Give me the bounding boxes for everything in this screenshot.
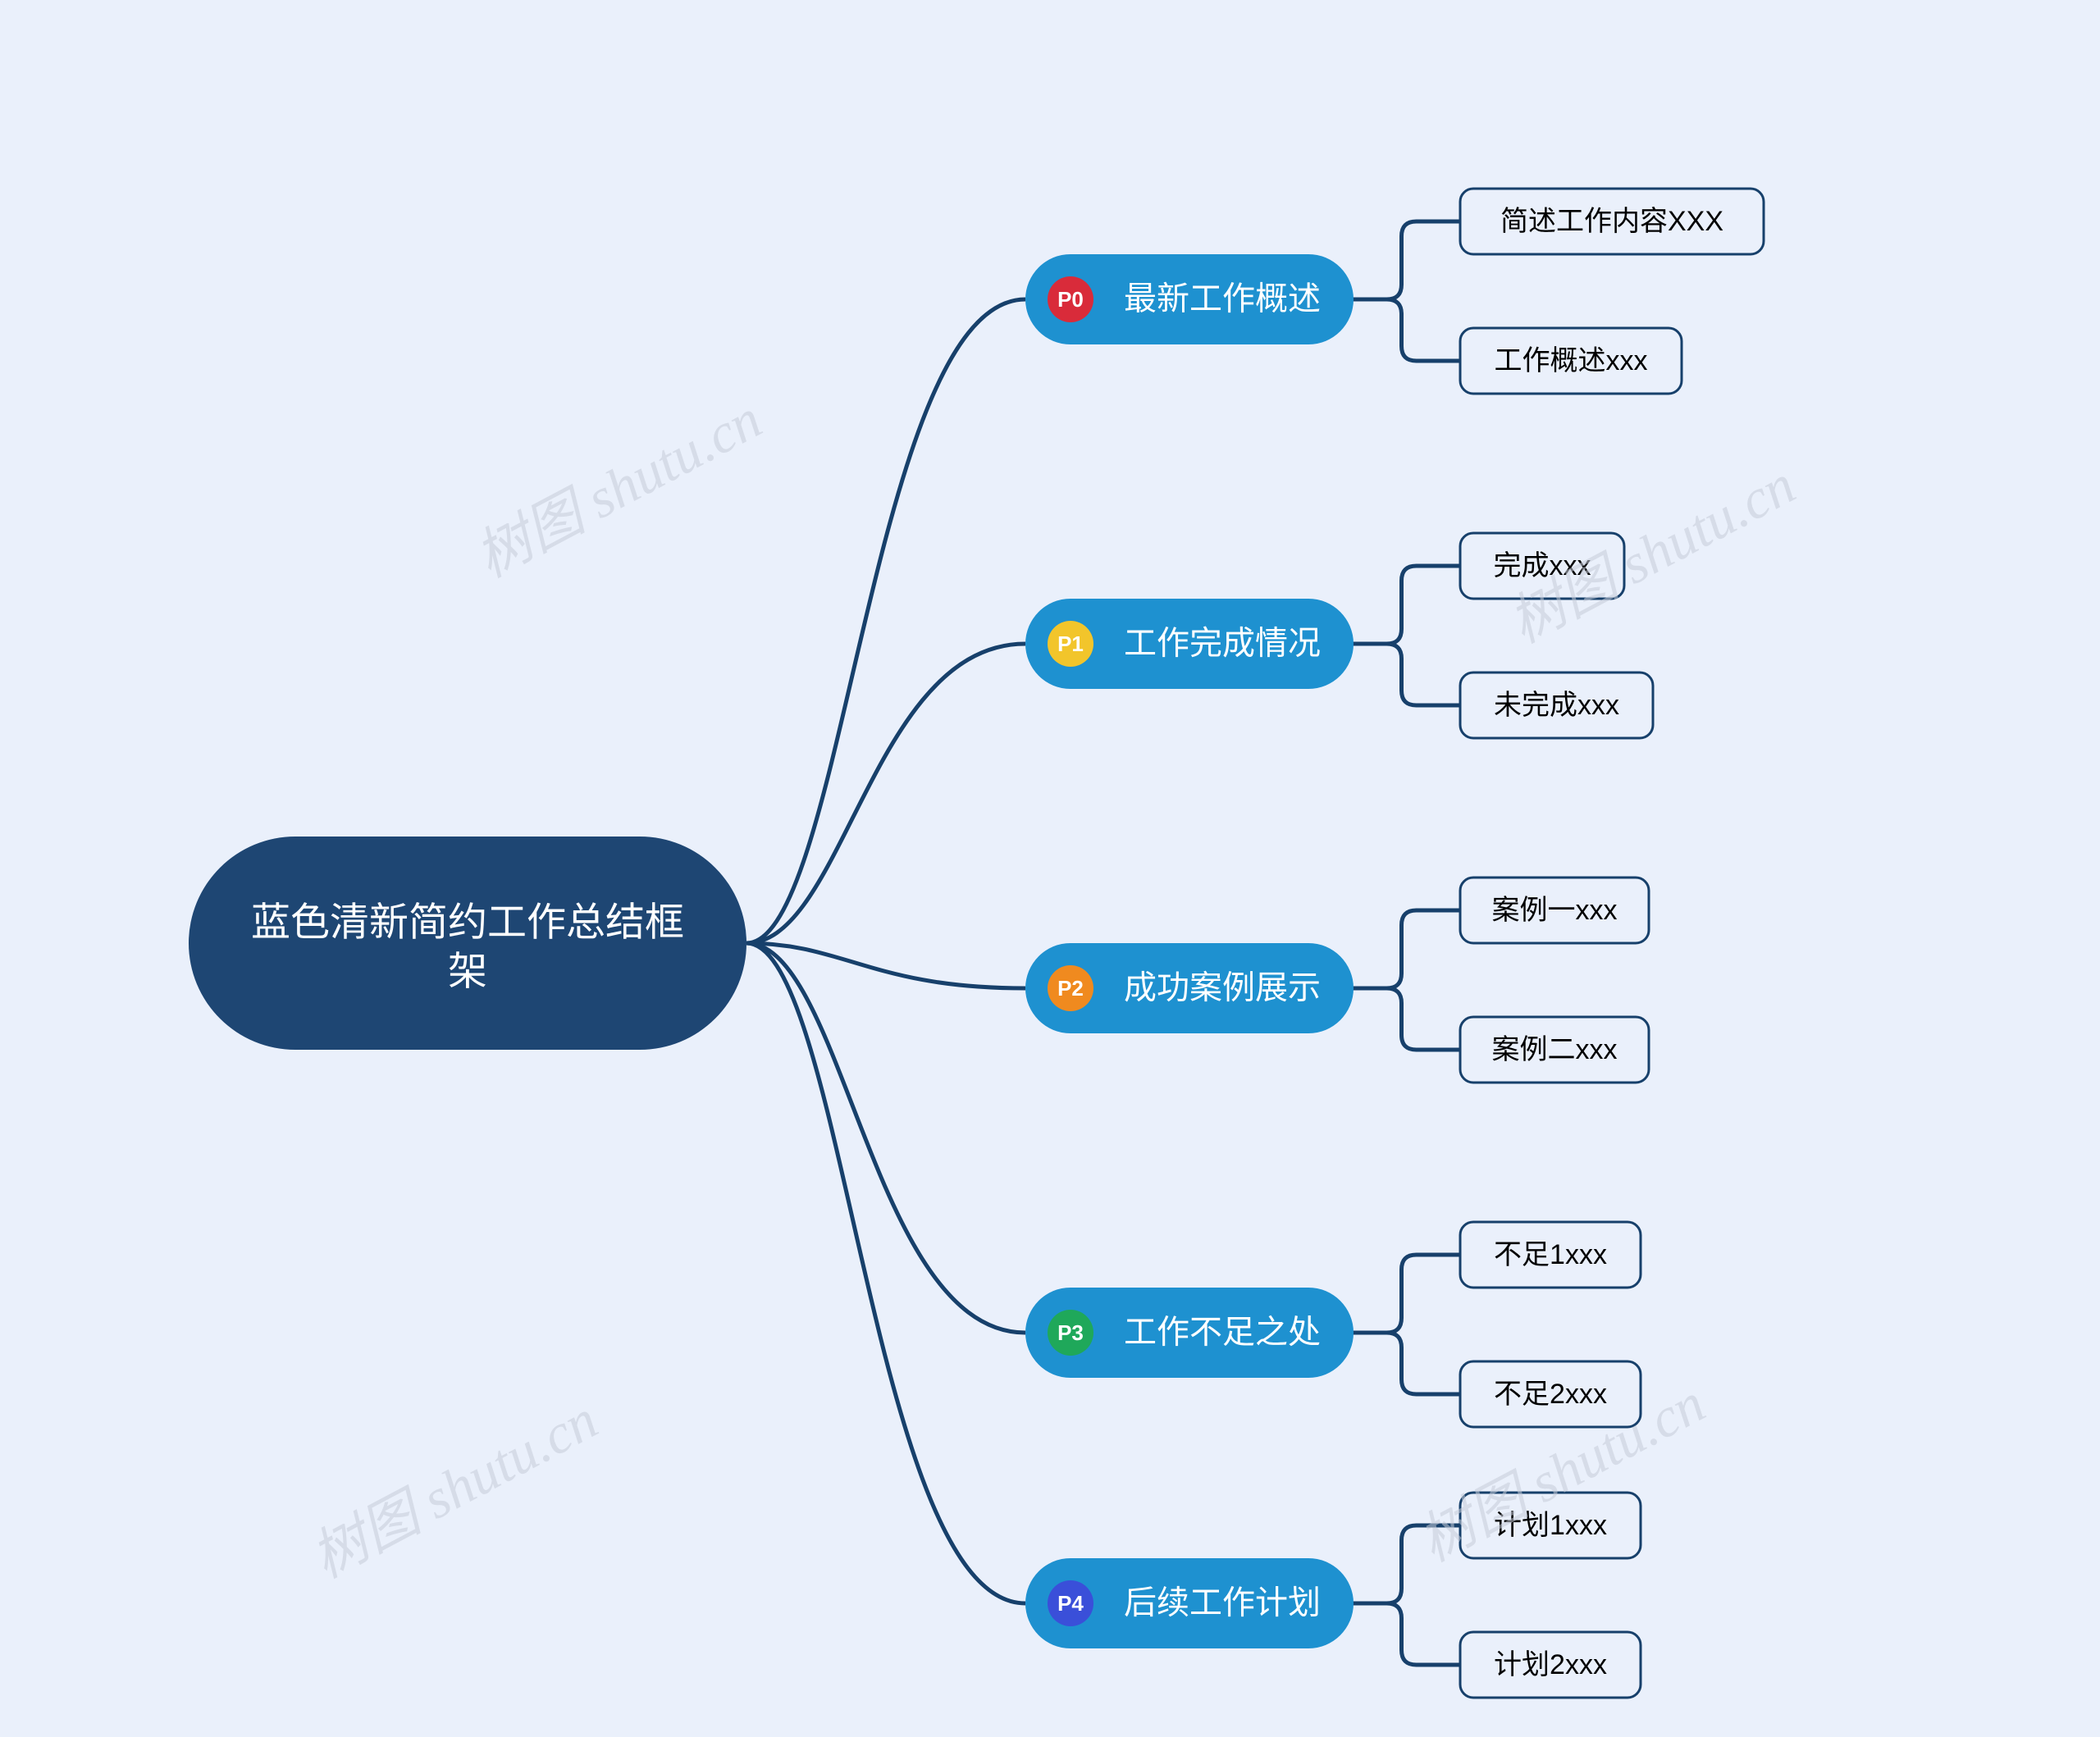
leaf-label: 完成xxx — [1494, 550, 1591, 581]
leaf-node[interactable]: 完成xxx — [1460, 533, 1624, 599]
priority-label: P4 — [1057, 1591, 1084, 1616]
branch-label: 工作完成情况 — [1124, 626, 1321, 662]
leaf-node[interactable]: 简述工作内容XXX — [1460, 189, 1764, 254]
branch-node-p2[interactable]: P2 成功案例展示 — [1025, 943, 1354, 1033]
branch-label: 成功案例展示 — [1124, 970, 1321, 1006]
leaf-label: 工作概述xxx — [1495, 345, 1648, 376]
branch-label: 工作不足之处 — [1124, 1315, 1321, 1351]
leaf-node[interactable]: 计划2xxx — [1460, 1632, 1641, 1698]
branch-node-p1[interactable]: P1 工作完成情况 — [1025, 599, 1354, 689]
leaf-label: 不足2xxx — [1494, 1379, 1607, 1410]
leaf-node[interactable]: 工作概述xxx — [1460, 328, 1682, 394]
branch-node-p3[interactable]: P3 工作不足之处 — [1025, 1288, 1354, 1378]
leaf-node[interactable]: 案例一xxx — [1460, 878, 1649, 943]
leaf-node[interactable]: 不足2xxx — [1460, 1361, 1641, 1427]
leaf-node[interactable]: 未完成xxx — [1460, 672, 1653, 738]
leaf-label: 计划2xxx — [1494, 1649, 1607, 1680]
leaf-node[interactable]: 不足1xxx — [1460, 1222, 1641, 1288]
mindmap-canvas: 蓝色清新简约工作总结框架 P0 最新工作概述 简述工作内容XXX 工作概述xxx P1 工作… — [0, 0, 2100, 1737]
root-label-line2: 架 — [448, 951, 487, 994]
leaf-label: 简述工作内容XXX — [1500, 206, 1723, 237]
branch-node-p0[interactable]: P0 最新工作概述 — [1025, 254, 1354, 344]
root-label-line1: 蓝色清新简约工作总结框 — [251, 901, 684, 945]
branch-label: 后续工作计划 — [1124, 1585, 1321, 1621]
root-node[interactable]: 蓝色清新简约工作总结框架 — [189, 837, 746, 1050]
leaf-node[interactable]: 案例二xxx — [1460, 1017, 1649, 1083]
leaf-label: 计划1xxx — [1494, 1510, 1607, 1541]
branch-node-p4[interactable]: P4 后续工作计划 — [1025, 1558, 1354, 1648]
leaf-label: 不足1xxx — [1494, 1239, 1607, 1270]
priority-label: P3 — [1057, 1320, 1084, 1345]
leaf-label: 案例一xxx — [1492, 895, 1618, 926]
priority-label: P1 — [1057, 631, 1084, 656]
leaf-node[interactable]: 计划1xxx — [1460, 1493, 1641, 1558]
priority-label: P0 — [1057, 287, 1084, 312]
branch-label: 最新工作概述 — [1124, 281, 1321, 317]
leaf-label: 案例二xxx — [1492, 1034, 1618, 1065]
priority-label: P2 — [1057, 976, 1084, 1001]
leaf-label: 未完成xxx — [1494, 690, 1619, 721]
